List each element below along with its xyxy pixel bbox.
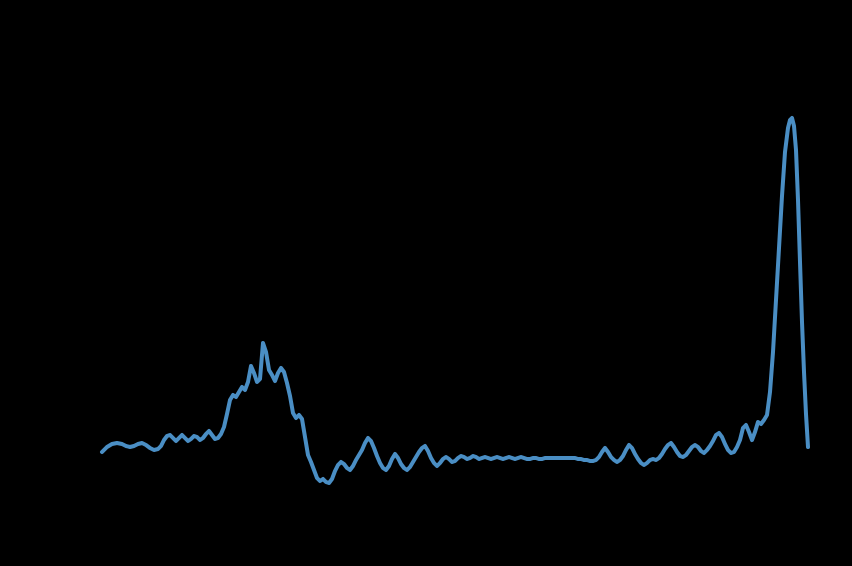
plot-area	[100, 116, 810, 485]
series-1-line	[100, 116, 810, 485]
